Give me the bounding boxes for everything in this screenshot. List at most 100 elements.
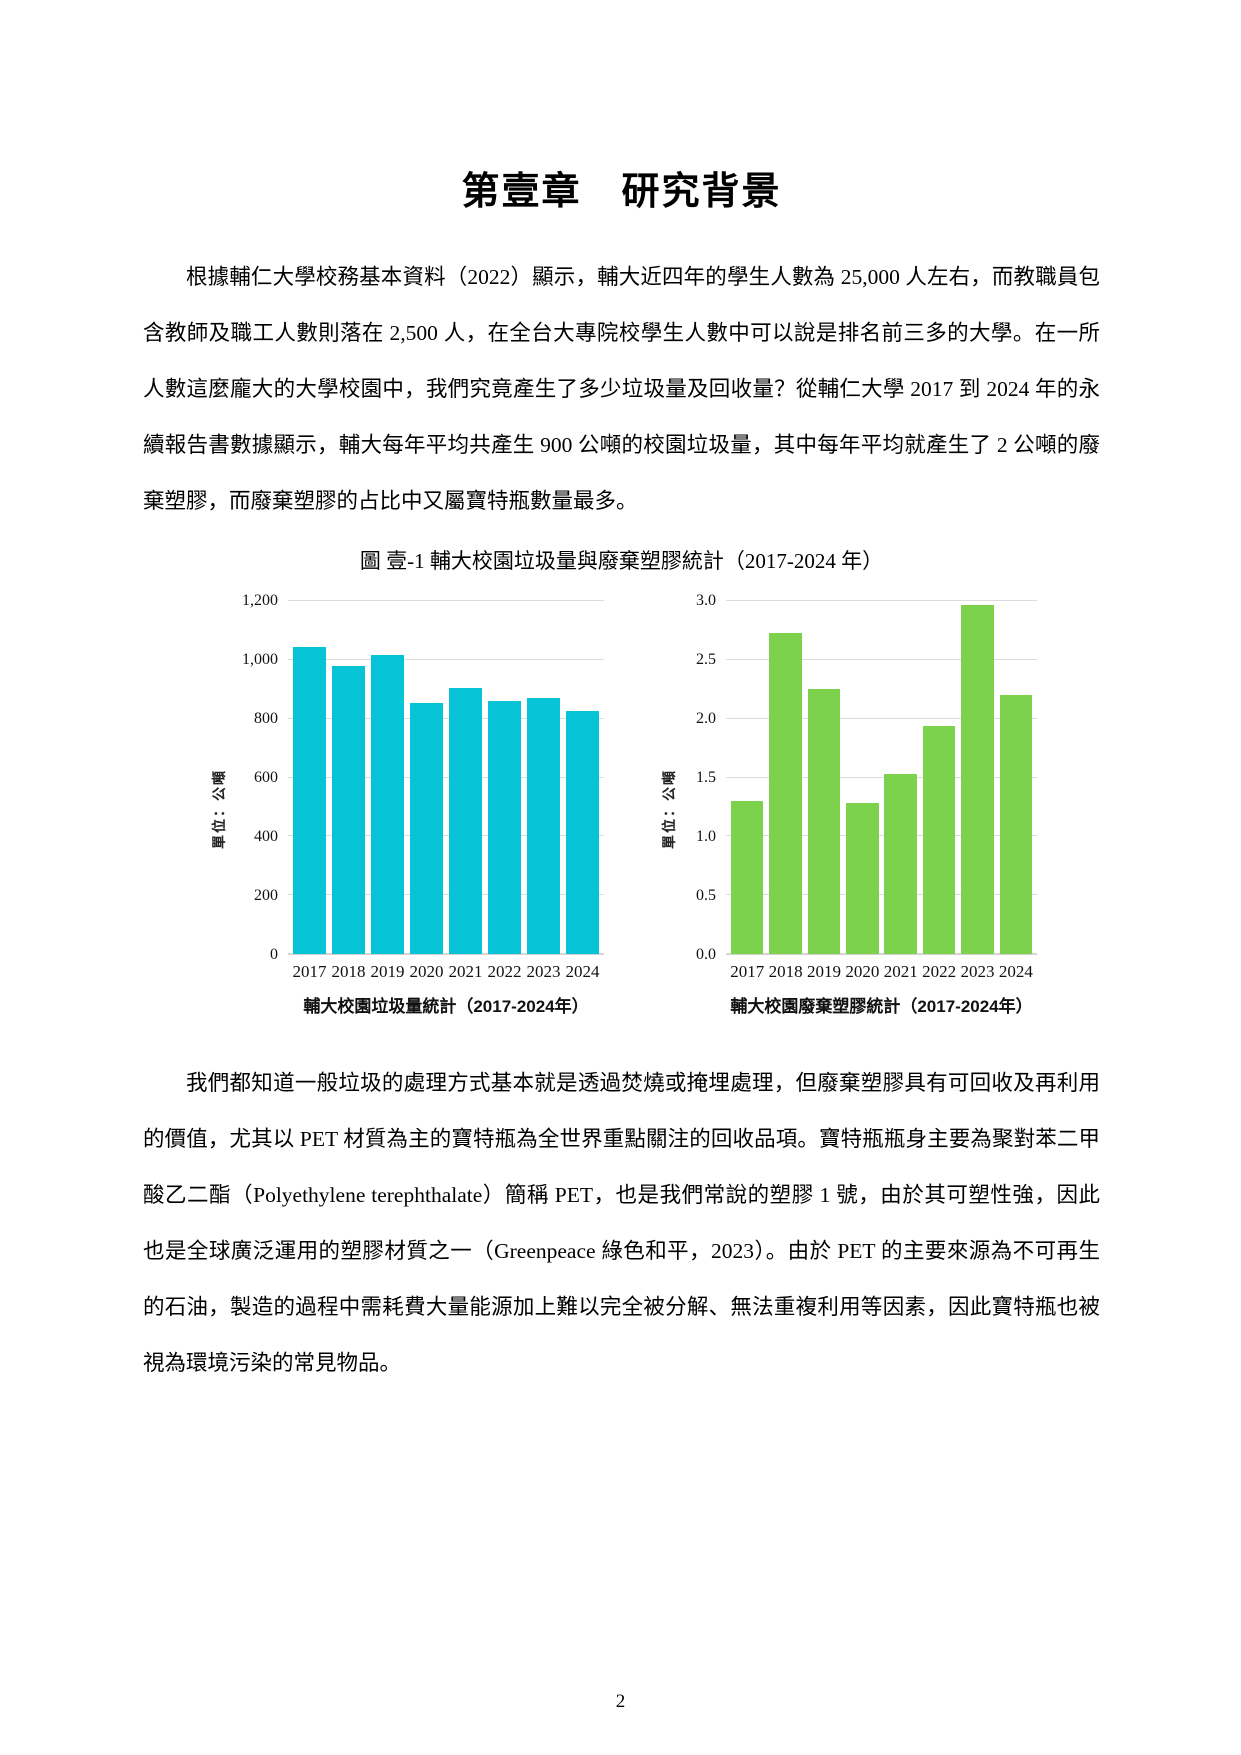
x-axis-labels: 2017 2018 2019 2020 2021 2022 2023 2024: [288, 955, 604, 982]
y-tick-label: 1,200: [242, 592, 278, 609]
bar-slot: [766, 601, 804, 954]
bar-2023: [961, 604, 994, 954]
x-tick-label: 2022: [922, 962, 957, 981]
y-tick-label: 1.5: [696, 769, 716, 786]
y-tick-label: 400: [254, 828, 278, 845]
gridline: [726, 894, 1037, 896]
bar-slot: [805, 601, 843, 954]
bar-slot: [882, 601, 920, 954]
y-tick-label: 1,000: [242, 651, 278, 668]
chart-subtitle: 輔大校園廢棄塑膠統計（2017-2024年）: [730, 997, 1033, 1016]
x-tick-label: 2020: [409, 962, 444, 981]
x-axis: 2017 2018 2019 2020 2021 2022 2023 2024: [232, 955, 604, 982]
gridline: [726, 835, 1037, 837]
y-axis-ticks: 1,200 1,000 800 600 400 200 0: [232, 592, 288, 963]
bar-slot: [329, 601, 368, 954]
gridline: [288, 953, 604, 954]
bar-slot: [524, 601, 563, 954]
bar-2019: [370, 655, 405, 954]
y-tick-label: 0: [270, 946, 278, 963]
gridline: [288, 835, 604, 837]
bar-2020: [846, 803, 879, 954]
gridline: [726, 953, 1037, 954]
bar-2024: [999, 695, 1033, 954]
bar-2021: [448, 687, 483, 954]
x-tick-label: 2020: [845, 962, 880, 981]
bar-slot: [728, 601, 766, 954]
y-tick-label: 800: [254, 710, 278, 727]
y-axis-label-column: 單位：公噸: [656, 601, 682, 1017]
chart-subtitle: 輔大校園垃圾量統計（2017-2024年）: [303, 997, 589, 1016]
gridline: [726, 717, 1037, 719]
x-tick-label: 2019: [370, 962, 405, 981]
garbage-bar-chart: 單位：公噸 1,200 1,000 800 600 400 200 0 2017 2018 20…: [206, 592, 604, 1017]
y-tick-label: 0.0: [696, 946, 716, 963]
bar-slot: [446, 601, 485, 954]
x-tick-label: 2024: [565, 962, 600, 981]
y-axis-title: 單位：公噸: [661, 769, 677, 849]
y-tick-label: 3.0: [696, 592, 716, 609]
chart-main: 1,200 1,000 800 600 400 200 0 2017 2018 2019 2020…: [232, 592, 604, 1017]
plot-row: 1,200 1,000 800 600 400 200 0: [232, 592, 604, 963]
bar-2017: [292, 646, 327, 954]
bar-slot: [485, 601, 524, 954]
y-axis-label-column: 單位：公噸: [206, 601, 232, 1017]
bar-slot: [997, 601, 1035, 954]
chart-main: 3.0 2.5 2.0 1.5 1.0 0.5 0.0 2017 2018 2019 2020 20…: [682, 592, 1037, 1017]
bar-2020: [409, 703, 444, 954]
bar-2018: [769, 632, 802, 954]
bar-slot: [407, 601, 446, 954]
x-tick-label: 2017: [730, 962, 765, 981]
chapter-title: 第壹章 研究背景: [461, 171, 782, 213]
bar-2021: [884, 773, 917, 954]
x-axis: 2017 2018 2019 2020 2021 2022 2023 2024: [682, 955, 1037, 982]
bar-2017: [730, 801, 764, 954]
bar-2024: [565, 711, 600, 954]
page-number: 2: [615, 1691, 626, 1712]
bar-slot: [843, 601, 881, 954]
bar-2022: [922, 725, 956, 954]
y-tick-label: 2.0: [696, 710, 716, 727]
axis-spacer: [232, 955, 288, 982]
bar-2018: [331, 666, 366, 954]
bar-slot: [958, 601, 996, 954]
x-tick-label: 2018: [768, 962, 803, 981]
x-tick-label: 2019: [806, 962, 841, 981]
bars-container: [288, 601, 604, 954]
bar-2023: [526, 698, 561, 954]
x-tick-label: 2022: [487, 962, 522, 981]
gridline: [288, 600, 604, 601]
y-axis-title: 單位：公噸: [211, 769, 227, 849]
figure-charts: 單位：公噸 1,200 1,000 800 600 400 200 0 2017 2018 20…: [143, 592, 1100, 1017]
x-tick-label: 2023: [526, 962, 561, 981]
x-tick-label: 2024: [998, 962, 1033, 981]
y-tick-label: 2.5: [696, 651, 716, 668]
bar-slot: [920, 601, 958, 954]
bar-2019: [807, 689, 841, 954]
x-axis-labels: 2017 2018 2019 2020 2021 2022 2023 2024: [726, 955, 1037, 982]
gridline: [726, 776, 1037, 778]
gridline: [726, 600, 1037, 601]
x-tick-label: 2017: [292, 962, 327, 981]
bar-2022: [487, 701, 522, 954]
y-tick-label: 200: [254, 887, 278, 904]
bar-slot: [368, 601, 407, 954]
x-tick-label: 2021: [883, 962, 918, 981]
plastic-bar-chart: 單位：公噸 3.0 2.5 2.0 1.5 1.0 0.5 0.0 2017 2018 2019…: [656, 592, 1037, 1017]
plot-area: [726, 600, 1037, 955]
y-tick-label: 0.5: [696, 887, 716, 904]
gridline: [288, 717, 604, 719]
page-content: 第壹章 研究背景 根據輔仁大學校務基本資料（2022）顯示，輔大近四年的學生人數…: [143, 171, 1100, 1375]
y-tick-label: 600: [254, 769, 278, 786]
gridline: [288, 658, 604, 660]
x-tick-label: 2018: [331, 962, 366, 981]
bars-container: [726, 601, 1037, 954]
x-tick-label: 2021: [448, 962, 483, 981]
bar-slot: [290, 601, 329, 954]
x-tick-label: 2023: [960, 962, 995, 981]
y-tick-label: 1.0: [696, 828, 716, 845]
y-axis-ticks: 3.0 2.5 2.0 1.5 1.0 0.5 0.0: [682, 592, 726, 963]
paragraph-intro: 根據輔仁大學校務基本資料（2022）顯示，輔大近四年的學生人數為 25,000 …: [143, 265, 1100, 513]
bar-slot: [563, 601, 602, 954]
gridline: [288, 894, 604, 896]
